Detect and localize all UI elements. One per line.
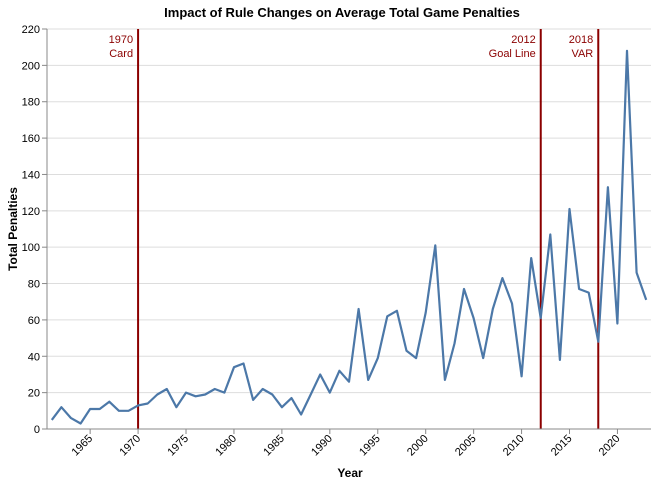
x-tick-label: 2015 <box>549 433 575 459</box>
x-tick-label: 2020 <box>597 433 623 459</box>
y-tick-label: 120 <box>22 206 40 218</box>
x-tick-label: 1985 <box>261 433 287 459</box>
y-tick-label: 220 <box>22 24 40 36</box>
y-tick-label: 60 <box>28 315 40 327</box>
series-layer <box>50 49 648 425</box>
x-tick-label: 1965 <box>69 433 95 459</box>
annotation-year-label: 2018 <box>569 34 593 46</box>
series-line <box>50 49 648 425</box>
x-tick-label: 1990 <box>309 433 335 459</box>
y-tick-label: 100 <box>22 242 40 254</box>
y-tick-label: 80 <box>28 279 40 291</box>
rule-change-annotations: 1970 Card 2012 Goal Line 2018 VAR <box>109 29 600 429</box>
y-axis-title: Total Penalties <box>6 187 20 271</box>
x-tick-label: 1970 <box>117 433 143 459</box>
chart-title: Impact of Rule Changes on Average Total … <box>164 5 520 20</box>
x-tick-label: 1975 <box>165 433 191 459</box>
y-tick-label: 160 <box>22 133 40 145</box>
x-tick-label: 1995 <box>357 433 383 459</box>
annotation-year-label: 1970 <box>109 34 133 46</box>
y-tick-label: 20 <box>28 388 40 400</box>
annotation-rule-label: Card <box>109 48 133 60</box>
x-axis-title: Year <box>337 466 363 480</box>
y-tick-label: 140 <box>22 169 40 181</box>
y-tick-label: 200 <box>22 60 40 72</box>
annotation-rule-label: VAR <box>571 48 593 60</box>
y-tick-label: 180 <box>22 97 40 109</box>
x-tick-label: 2005 <box>453 433 479 459</box>
x-tick-label: 2000 <box>405 433 431 459</box>
x-tick-label: 2010 <box>501 433 527 459</box>
y-tick-label: 40 <box>28 351 40 363</box>
grid-lines <box>47 28 651 430</box>
x-tick-label: 1980 <box>213 433 239 459</box>
annotation-rule-label: Goal Line <box>489 48 536 60</box>
y-tick-label: 0 <box>34 424 40 436</box>
annotation-year-label: 2012 <box>511 34 535 46</box>
